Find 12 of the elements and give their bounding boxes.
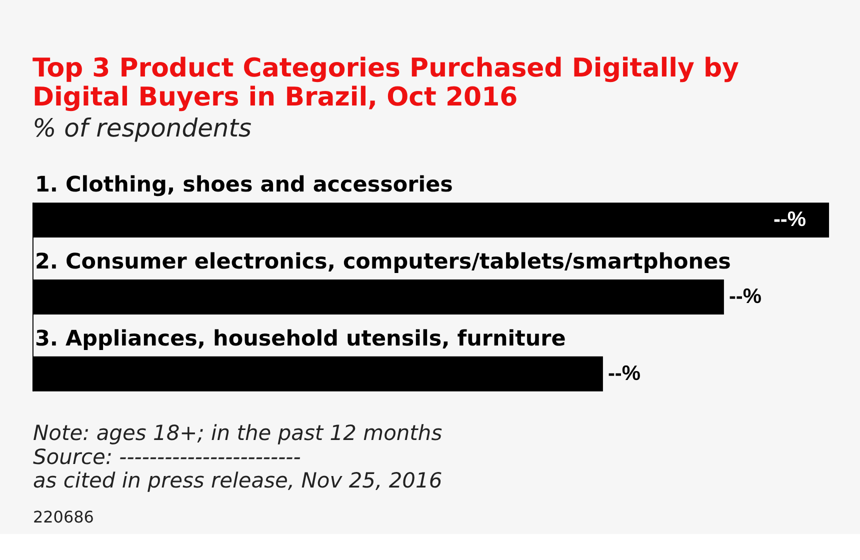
chart-subtitle: % of respondents <box>32 114 252 143</box>
text: as cited in press release, Nov 25, 2016 <box>32 468 442 493</box>
y-tick-label: 3. Appliances, household utensils, furniture <box>34 326 566 352</box>
annotation: --% <box>608 362 641 385</box>
annotation: --% <box>728 284 762 308</box>
text: 220686 <box>32 508 94 527</box>
y-tick-label: 1. Clothing, shoes and accessories <box>34 172 453 198</box>
chart-title: Top 3 Product Categories Purchased Digitally by Digital Buyers in Brazil, Oct 2016 <box>32 54 740 113</box>
y-tick-label: 2. Consumer electronics, computers/tablets/smartphones <box>34 250 731 274</box>
annotation: --% <box>773 208 806 232</box>
text: Note: ages 18+; in the past 12 months <box>32 420 442 445</box>
source-note: Source: ------------------------ <box>32 444 301 469</box>
